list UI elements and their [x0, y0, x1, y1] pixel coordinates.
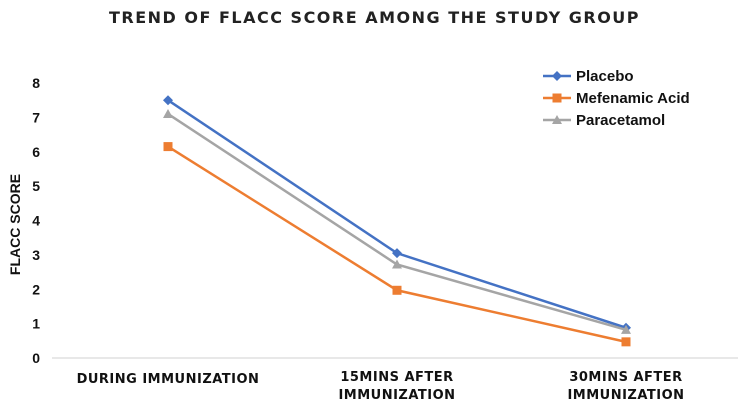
line-chart: 0 1 2 3 4 5 6 7 8 FLACC SCORE DURING IMMUNIZATION 1… [0, 0, 749, 404]
data-point-marker [622, 337, 631, 346]
data-point-marker [163, 109, 173, 118]
data-point-marker [553, 94, 562, 103]
y-tick-label: 8 [32, 75, 40, 91]
data-point-marker [552, 71, 562, 81]
x-tick-label: 15MINS AFTER [340, 370, 453, 385]
x-tick-label: 30MINS AFTER [569, 370, 682, 385]
series-line [168, 147, 626, 342]
y-tick-label: 3 [32, 247, 40, 263]
chart-root: TREND OF FLACC SCORE AMONG THE STUDY GRO… [0, 0, 749, 404]
y-tick-label: 6 [32, 144, 40, 160]
x-tick-label: IMMUNIZATION [338, 388, 455, 403]
legend-label: Paracetamol [576, 112, 665, 129]
series-mefenamic-acid [164, 142, 631, 346]
x-tick-label: IMMUNIZATION [567, 388, 684, 403]
series-placebo [163, 95, 631, 333]
legend-label: Mefenamic Acid [576, 90, 690, 107]
data-point-marker [393, 286, 402, 295]
legend-label: Placebo [576, 68, 634, 85]
legend-item: Placebo [543, 68, 634, 85]
y-tick-label: 0 [32, 350, 40, 366]
legend-item: Paracetamol [543, 112, 665, 129]
y-axis-title: FLACC SCORE [7, 174, 23, 275]
y-tick-label: 4 [32, 213, 40, 229]
x-tick-label: DURING IMMUNIZATION [77, 372, 260, 387]
y-tick-label: 1 [32, 316, 40, 332]
y-tick-label: 7 [32, 109, 40, 125]
series-layer [163, 95, 631, 346]
legend-item: Mefenamic Acid [543, 90, 690, 107]
data-point-marker [164, 142, 173, 151]
y-tick-label: 2 [32, 281, 40, 297]
y-tick-label: 5 [32, 178, 40, 194]
legend: Placebo Mefenamic Acid Paracetamol [543, 68, 690, 129]
